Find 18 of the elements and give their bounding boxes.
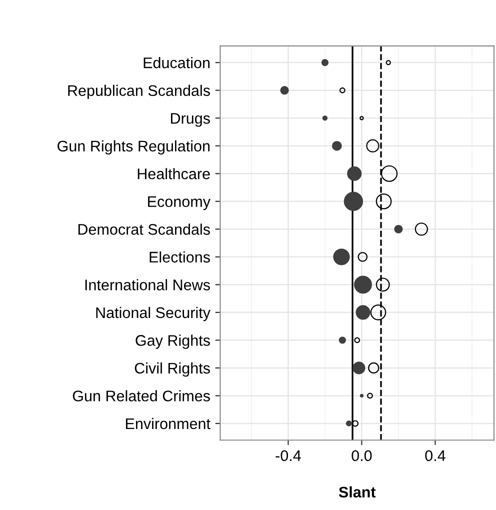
y-tick-label: Gun Related Crimes <box>72 390 210 402</box>
y-tick-label: Gun Rights Regulation <box>58 140 210 155</box>
y-tick-label: International News <box>85 279 210 290</box>
y-tick-label: Democrat Scandals <box>78 224 210 235</box>
y-tick-label: Education <box>144 57 210 68</box>
y-tick-label: Economy <box>148 196 210 210</box>
x-tick-label: 0.0 <box>352 450 372 462</box>
x-tick-label: 0.4 <box>425 450 446 462</box>
y-tick-label: Elections <box>150 251 210 263</box>
y-tick-label: Environment <box>126 418 210 430</box>
x-axis-title: Slant <box>338 486 376 498</box>
y-tick-label: Republican Scandals <box>68 84 210 100</box>
y-tick-label: Gay Rights <box>136 334 210 349</box>
y-tick-label: Drugs <box>171 113 210 127</box>
y-tick-label: National Security <box>96 306 210 322</box>
y-tick-label: Healthcare <box>138 168 210 180</box>
x-tick-label: -0.4 <box>276 450 301 462</box>
y-tick-label: Civil Rights <box>134 362 210 377</box>
